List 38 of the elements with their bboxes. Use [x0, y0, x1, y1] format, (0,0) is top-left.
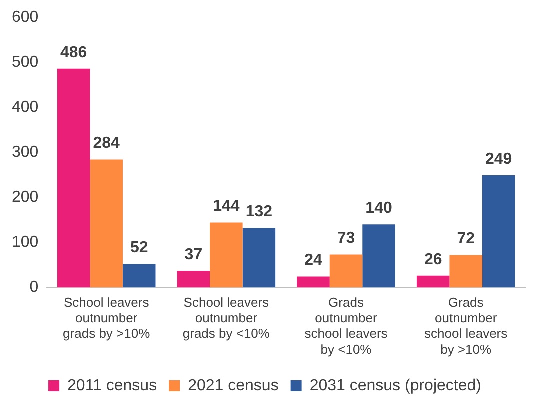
data-label: 37: [184, 246, 203, 264]
data-label: 284: [93, 135, 120, 152]
data-label: 26: [424, 251, 442, 268]
bar: [362, 224, 396, 288]
data-label: 140: [366, 200, 392, 218]
bar: [57, 68, 90, 288]
bar: [210, 222, 243, 288]
x-tick-label: School leavers outnumber grads by <10%: [182, 294, 270, 342]
y-tick-label: 0: [30, 279, 39, 296]
y-tick-label: 100: [12, 234, 39, 252]
bar: [416, 276, 450, 288]
x-tick-label: Grads outnumber school leavers by <10%: [304, 294, 388, 357]
data-label: 24: [304, 252, 323, 270]
y-tick-label: 200: [12, 189, 39, 206]
x-tick-label: Grads outnumber school leavers by >10%: [424, 294, 508, 357]
bar: [297, 276, 330, 288]
data-label: 486: [60, 44, 88, 62]
data-label: 52: [130, 240, 148, 257]
y-tick-label: 500: [12, 54, 39, 72]
data-label: 144: [213, 198, 240, 216]
data-label: 249: [485, 150, 512, 168]
y-tick-label: 400: [12, 99, 39, 116]
bar: [242, 228, 276, 288]
y-tick-label: 300: [12, 144, 39, 162]
y-tick-label: 600: [12, 9, 39, 26]
legend-label: 2021 census: [188, 377, 279, 394]
bar: [122, 264, 156, 288]
bar: [90, 160, 123, 288]
bar: [330, 254, 363, 288]
legend-label: 2011 census: [68, 377, 158, 394]
legend-label: 2031 census (projected): [310, 377, 482, 394]
bar: [482, 176, 516, 288]
data-label: 132: [246, 204, 273, 221]
x-tick-label: School leavers outnumber grads by >10%: [63, 294, 151, 342]
data-label: 72: [457, 230, 476, 248]
bar: [450, 255, 482, 288]
data-label: 73: [337, 230, 356, 248]
bar: [177, 270, 210, 288]
